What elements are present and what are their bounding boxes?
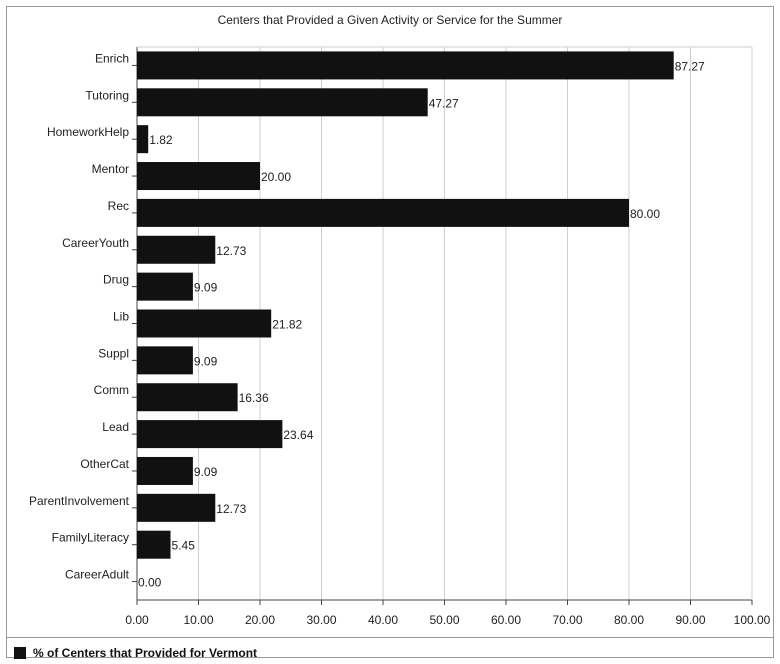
- bar-value-label: 23.64: [283, 428, 313, 442]
- x-tick-label: 50.00: [429, 613, 459, 627]
- x-tick-label: 20.00: [245, 613, 275, 627]
- category-label: Lib: [113, 310, 129, 324]
- bar: [137, 235, 216, 264]
- bar-value-label: 9.09: [194, 281, 218, 295]
- category-label: FamilyLiteracy: [52, 531, 129, 545]
- legend-swatch: [14, 647, 26, 659]
- category-label: Comm: [94, 383, 129, 397]
- bar: [137, 493, 216, 522]
- bar: [137, 383, 238, 412]
- bar: [137, 162, 260, 191]
- bar: [137, 88, 428, 117]
- x-tick-label: 60.00: [491, 613, 521, 627]
- x-tick-label: 100.00: [734, 613, 771, 627]
- category-label: Drug: [103, 273, 129, 287]
- x-tick-label: 80.00: [614, 613, 644, 627]
- category-label: OtherCat: [80, 457, 129, 471]
- bar: [137, 346, 193, 375]
- x-tick-label: 30.00: [306, 613, 336, 627]
- bar-value-label: 12.73: [216, 244, 246, 258]
- category-label: Rec: [108, 199, 129, 213]
- bar-value-label: 5.45: [172, 539, 196, 553]
- category-label: Tutoring: [85, 88, 129, 102]
- bar: [137, 530, 171, 559]
- bar: [137, 309, 272, 338]
- bar: [137, 456, 193, 485]
- category-label: Mentor: [92, 162, 129, 176]
- legend-label: % of Centers that Provided for Vermont: [33, 646, 258, 660]
- bar-value-label: 80.00: [630, 207, 660, 221]
- chart-title: Centers that Provided a Given Activity o…: [217, 13, 563, 27]
- category-label: Lead: [102, 420, 129, 434]
- bar: [137, 51, 674, 80]
- x-tick-label: 90.00: [675, 613, 705, 627]
- bar-value-label: 16.36: [239, 391, 269, 405]
- x-tick-label: 0.00: [125, 613, 149, 627]
- x-tick-label: 10.00: [183, 613, 213, 627]
- bar: [137, 272, 193, 301]
- bar: [137, 125, 149, 154]
- bar-value-label: 12.73: [216, 502, 246, 516]
- bar-value-label: 21.82: [272, 318, 302, 332]
- bar-value-label: 1.82: [149, 133, 173, 147]
- bar-value-label: 87.27: [675, 59, 705, 73]
- bar-value-label: 0.00: [138, 576, 162, 590]
- bar-value-label: 9.09: [194, 354, 218, 368]
- x-tick-label: 40.00: [368, 613, 398, 627]
- bar-value-label: 9.09: [194, 465, 218, 479]
- bar-value-label: 20.00: [261, 170, 291, 184]
- category-label: Suppl: [98, 346, 129, 360]
- category-label: Enrich: [95, 51, 129, 65]
- category-label: CareerAdult: [65, 568, 130, 582]
- bar: [137, 198, 629, 227]
- legend-divider: [6, 637, 774, 638]
- category-label: ParentInvolvement: [29, 494, 130, 508]
- category-label: CareerYouth: [62, 236, 129, 250]
- x-tick-label: 70.00: [552, 613, 582, 627]
- category-label: HomeworkHelp: [47, 125, 129, 139]
- legend: % of Centers that Provided for Vermont: [14, 646, 257, 660]
- bar: [137, 420, 283, 449]
- bar-value-label: 47.27: [429, 96, 459, 110]
